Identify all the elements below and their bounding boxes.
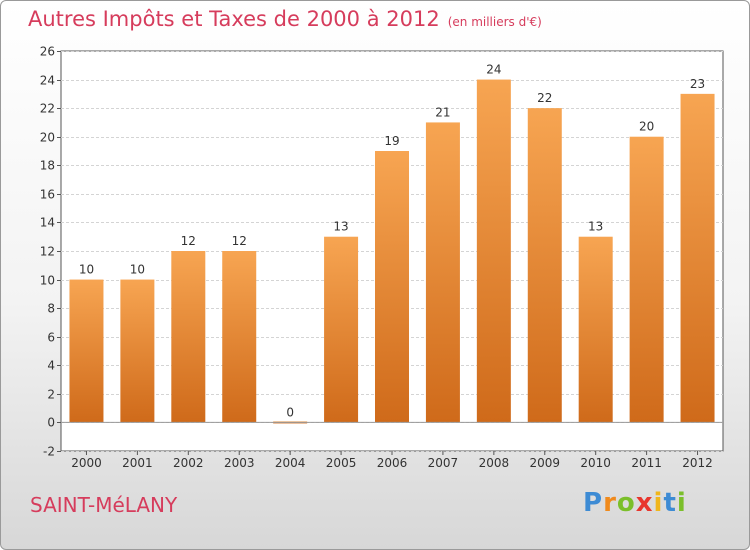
bar-value-label: 20 (639, 120, 654, 134)
bar (171, 251, 206, 423)
bar-value-label: 24 (486, 63, 501, 77)
y-tick-label: 4 (47, 359, 55, 373)
bar-value-label: 0 (286, 405, 294, 419)
x-tick-label: 2003 (224, 456, 255, 470)
logo-letter: x (635, 488, 654, 518)
bar-value-label: 21 (435, 105, 450, 119)
bar-value-label: 13 (333, 220, 348, 234)
bar-value-label: 19 (384, 134, 399, 148)
y-tick-label: -2 (43, 445, 55, 459)
x-tick-label: 2001 (122, 456, 153, 470)
x-tick-label: 2005 (326, 456, 357, 470)
bar-value-label: 10 (79, 263, 94, 277)
logo-letter: o (616, 488, 636, 518)
bar (476, 79, 511, 423)
commune-name: SAINT-MéLANY (30, 493, 178, 517)
logo-letter: i (653, 488, 664, 518)
bar (375, 151, 409, 423)
bar-value-label: 13 (588, 220, 603, 234)
y-tick-label: 14 (40, 216, 55, 230)
x-tick-label: 2002 (173, 456, 204, 470)
logo-letter: t (663, 488, 677, 518)
bar (120, 279, 155, 423)
x-tick-label: 2011 (631, 456, 662, 470)
bar-value-label: 12 (181, 234, 196, 248)
x-tick-label: 2006 (377, 456, 408, 470)
x-tick-label: 2007 (428, 456, 459, 470)
chart-title: Autres Impôts et Taxes de 2000 à 2012 (en… (28, 7, 542, 31)
chart-title-text: Autres Impôts et Taxes de 2000 à 2012 (28, 7, 440, 31)
y-tick-label: 6 (47, 331, 55, 345)
x-tick-label: 2012 (682, 456, 713, 470)
y-tick-label: 22 (40, 102, 55, 116)
y-tick-label: 18 (40, 159, 55, 173)
y-tick-label: 10 (40, 274, 55, 288)
bar (425, 122, 460, 423)
logo-letter: P (583, 488, 604, 518)
proxiti-logo: Proxiti (583, 488, 687, 518)
bar-value-label: 22 (537, 91, 552, 105)
y-tick-label: 16 (40, 188, 55, 202)
y-tick-label: 0 (47, 416, 55, 430)
bar (578, 236, 613, 423)
x-tick-label: 2000 (71, 456, 102, 470)
x-tick-label: 2008 (479, 456, 510, 470)
x-tick-label: 2009 (529, 456, 560, 470)
bar (629, 136, 664, 423)
y-tick-label: 8 (47, 302, 55, 316)
logo-letter: i (676, 488, 687, 518)
chart-unit: (en milliers d'€) (447, 15, 542, 29)
bar (680, 93, 715, 423)
x-tick-label: 2004 (275, 456, 306, 470)
y-tick-label: 2 (47, 388, 55, 402)
bar-value-label: 12 (232, 234, 247, 248)
bar (324, 236, 359, 423)
y-tick-label: 12 (40, 245, 55, 259)
x-tick-label: 2010 (580, 456, 611, 470)
y-tick-label: 24 (40, 74, 55, 88)
bar-value-label: 10 (130, 263, 145, 277)
bar (527, 108, 562, 423)
logo-letter: r (603, 488, 617, 518)
bar (69, 279, 104, 423)
y-tick-label: 20 (40, 131, 55, 145)
y-tick-label: 26 (40, 45, 55, 59)
bar-value-label: 23 (690, 77, 705, 91)
bar (222, 251, 257, 423)
